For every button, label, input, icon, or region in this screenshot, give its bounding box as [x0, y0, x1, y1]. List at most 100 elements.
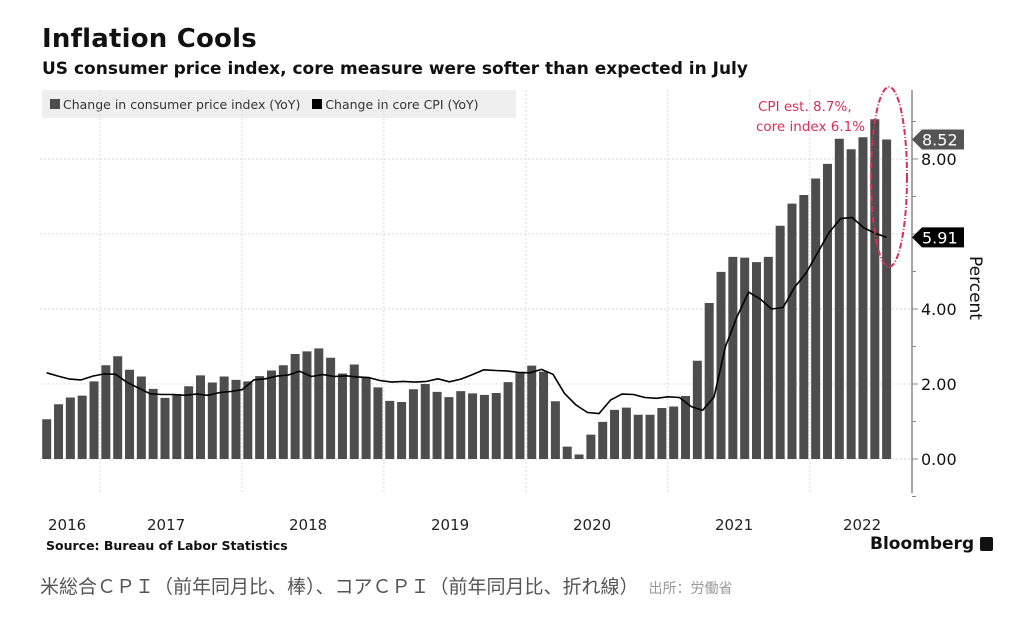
chart-plot: 0.00 2.00 4.00 8.00 Percent 8.52 5.91 2016 2017…: [40, 86, 985, 534]
legend-label-cpi: Change in consumer price index (YoY): [63, 96, 301, 112]
cpi-bar: [491, 393, 501, 459]
cpi-bar: [479, 394, 489, 459]
source-note: Source: Bureau of Labor Statistics: [46, 538, 288, 553]
cpi-bar: [444, 397, 454, 459]
cpi-bar: [290, 354, 300, 459]
y-tick-label: 2.00: [921, 375, 957, 394]
x-axis-labels: 2016 2017 2018 2019 2020 2021 2022: [48, 516, 881, 534]
cpi-bar: [858, 137, 868, 459]
cpi-bar: [645, 414, 655, 459]
cpi-bar: [408, 389, 418, 459]
cpi-bar: [586, 434, 596, 459]
cpi-bar: [811, 178, 821, 459]
cpi-bar: [385, 400, 395, 459]
cpi-bar: [515, 373, 525, 459]
cpi-bar: [610, 409, 620, 459]
cpi-bar: [775, 225, 785, 459]
last-value-tag-cpi-shape: [912, 129, 964, 150]
cpi-bar: [266, 370, 276, 459]
cpi-bar: [468, 393, 478, 459]
cpi-bar: [397, 402, 407, 459]
cpi-bars: [42, 119, 892, 459]
cpi-bar: [420, 384, 430, 459]
bloomberg-logo: Bloomberg: [870, 534, 994, 554]
annotation-line2: core index 6.1%: [756, 119, 865, 135]
cpi-bar: [692, 360, 702, 459]
cpi-bar: [681, 396, 691, 459]
annotation-line1: CPI est. 8.7%,: [758, 99, 852, 115]
legend-item-cpi: Change in consumer price index (YoY): [50, 97, 300, 112]
cpi-bar: [574, 454, 584, 459]
cpi-bar: [349, 364, 359, 459]
cpi-bar: [65, 397, 75, 459]
japanese-caption: 米総合ＣＰＩ（前年同月比、棒）、コアＣＰＩ（前年同月比、折れ線） 出所：労働省: [40, 572, 733, 599]
cpi-bar: [799, 195, 809, 459]
last-value-tag-core: 5.91: [912, 227, 964, 248]
cpi-bar: [136, 376, 146, 459]
core-cpi-line: [46, 216, 887, 415]
cpi-bar: [503, 382, 513, 459]
x-tick-label: 2020: [573, 516, 611, 534]
cpi-bar: [243, 381, 253, 459]
cpi-bar: [822, 163, 832, 459]
cpi-bar: [361, 377, 371, 459]
x-tick-label: 2018: [289, 516, 327, 534]
x-tick-label: 2022: [843, 516, 881, 534]
last-value-tag-core-shape: [912, 227, 964, 248]
x-tick-label: 2017: [147, 516, 185, 534]
last-value-tag-cpi-text: 8.52: [922, 131, 958, 150]
core-cpi-polyline: [46, 216, 887, 415]
x-tick-label: 2019: [431, 516, 469, 534]
cpi-bar: [255, 376, 265, 459]
cpi-bar: [763, 256, 773, 459]
cpi-bar: [314, 348, 324, 459]
cpi-bar: [432, 391, 442, 459]
cpi-bar: [752, 262, 761, 459]
x-tick-label: 2021: [715, 516, 753, 534]
cpi-bar: [846, 149, 856, 459]
legend: Change in consumer price index (YoY) Cha…: [42, 90, 516, 118]
cpi-bar: [527, 365, 537, 459]
cpi-bar: [231, 379, 241, 459]
cpi-bar: [172, 394, 182, 459]
cpi-bar: [621, 407, 631, 459]
bloomberg-chart-icon: [980, 537, 994, 551]
cpi-bar: [54, 404, 64, 459]
cpi-bar: [562, 446, 572, 459]
y-tick-label: 0.00: [921, 450, 957, 469]
annotation-ellipse: [870, 86, 908, 268]
cpi-bar: [195, 375, 205, 459]
cpi-bar: [42, 419, 52, 459]
cpi-bar: [160, 397, 170, 459]
cpi-bar: [539, 371, 549, 459]
x-tick-label: 2016: [48, 516, 86, 534]
cpi-bar: [207, 382, 217, 459]
cpi-bar: [456, 391, 466, 459]
cpi-bar: [550, 401, 560, 459]
cpi-bar: [77, 395, 87, 459]
cpi-bar: [870, 119, 880, 459]
last-value-tag-cpi: 8.52: [912, 129, 964, 150]
legend-item-core: Change in core CPI (YoY): [312, 97, 479, 112]
y-tick-label: 4.00: [921, 300, 957, 319]
cpi-bar: [882, 139, 892, 459]
brand-text: Bloomberg: [870, 534, 975, 554]
chart-title: Inflation Cools: [42, 24, 257, 54]
cpi-bar: [113, 356, 123, 459]
cpi-bar: [89, 381, 99, 459]
y-axis: 0.00 2.00 4.00 8.00 Percent 8.52 5.91: [911, 90, 985, 497]
annotation: CPI est. 8.7%, core index 6.1%: [756, 86, 908, 268]
cpi-bar: [184, 386, 194, 459]
y-axis-title: Percent: [965, 256, 985, 320]
cpi-bar: [633, 414, 643, 459]
cpi-bar: [669, 406, 679, 459]
y-tick-label: 8.00: [921, 150, 957, 169]
cpi-bar: [278, 365, 288, 459]
cpi-bar: [728, 256, 738, 459]
cpi-bar: [125, 369, 135, 459]
cpi-bar: [101, 365, 111, 459]
cpi-bar: [373, 387, 383, 459]
caption-source: 出所：労働省: [648, 581, 733, 597]
cpi-bar: [337, 373, 347, 459]
cpi-bar: [219, 376, 229, 459]
